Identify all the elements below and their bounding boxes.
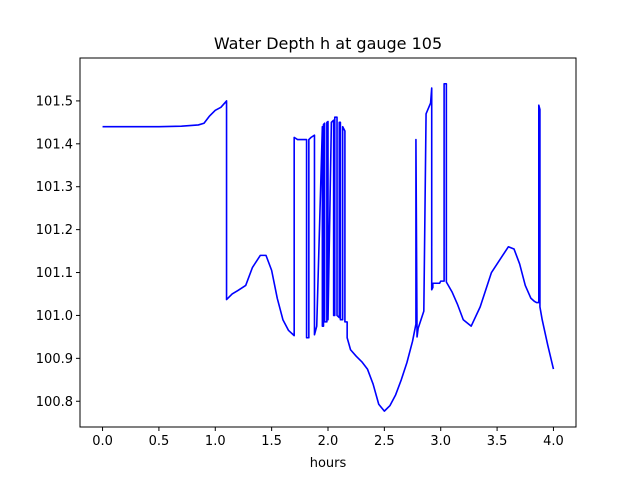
x-tick-label: 1.5 — [261, 434, 282, 449]
x-tick-label: 2.5 — [374, 434, 395, 449]
plot-area — [102, 82, 555, 412]
y-tick-label: 101.1 — [36, 266, 73, 281]
y-axis: 100.8 100.9 101.0 101.1 101.2 101.3 101.4 101.5 — [36, 94, 80, 410]
y-tick-label: 100.8 — [36, 395, 73, 410]
x-tick-label: 0.5 — [149, 434, 170, 449]
series-line-1 — [102, 82, 555, 412]
x-tick-label: 1.0 — [205, 434, 226, 449]
x-tick-label: 3.0 — [430, 434, 451, 449]
y-tick-label: 101.5 — [36, 94, 73, 109]
y-tick-label: 101.4 — [36, 137, 73, 152]
plot-frame — [79, 57, 577, 428]
x-tick-label: 3.5 — [487, 434, 508, 449]
x-tick-label: 4.0 — [543, 434, 564, 449]
x-axis: 0.0 0.5 1.0 1.5 2.0 2.5 3.0 3.5 4.0 — [92, 427, 564, 449]
y-tick-label: 101.3 — [36, 180, 73, 195]
y-tick-label: 101.0 — [36, 309, 73, 324]
y-tick-label: 101.2 — [36, 223, 73, 238]
x-axis-label: hours — [310, 456, 347, 471]
chart-title: Water Depth h at gauge 105 — [214, 34, 442, 53]
x-tick-label: 0.0 — [92, 434, 113, 449]
x-tick-label: 2.0 — [318, 434, 339, 449]
y-tick-label: 100.9 — [36, 352, 73, 367]
